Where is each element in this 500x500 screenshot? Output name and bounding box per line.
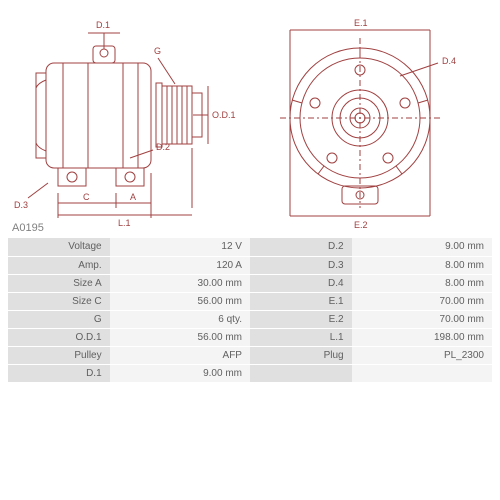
spec-label: Plug: [250, 346, 352, 364]
label-e2: E.2: [354, 220, 368, 230]
spec-label: D.4: [250, 274, 352, 292]
spec-label: D.3: [250, 256, 352, 274]
spec-label: [250, 364, 352, 382]
spec-label: D.2: [250, 238, 352, 256]
spec-row: Amp.120 AD.38.00 mm: [8, 256, 492, 274]
label-od1: O.D.1: [212, 110, 236, 120]
diagram-area: D.1 G O.D.1 D.2 D.3 C A L.1 E.1 D.4 E.2 …: [8, 8, 492, 238]
label-c: C: [83, 192, 90, 202]
spec-row: Size A30.00 mmD.48.00 mm: [8, 274, 492, 292]
spec-value: 30.00 mm: [110, 274, 250, 292]
spec-label: O.D.1: [8, 328, 110, 346]
label-a: A: [130, 192, 136, 202]
spec-label: Size A: [8, 274, 110, 292]
spec-row: G6 qty.E.270.00 mm: [8, 310, 492, 328]
spec-value: 12 V: [110, 238, 250, 256]
spec-row: Voltage12 VD.29.00 mm: [8, 238, 492, 256]
spec-row: PulleyAFPPlugPL_2300: [8, 346, 492, 364]
spec-value: AFP: [110, 346, 250, 364]
spec-label: E.1: [250, 292, 352, 310]
spec-label: Amp.: [8, 256, 110, 274]
spec-value: 9.00 mm: [110, 364, 250, 382]
label-d2: D.2: [156, 142, 170, 152]
spec-label: Pulley: [8, 346, 110, 364]
spec-table: Voltage12 VD.29.00 mmAmp.120 AD.38.00 mm…: [8, 238, 492, 383]
spec-value: 70.00 mm: [352, 310, 492, 328]
technical-drawing: D.1 G O.D.1 D.2 D.3 C A L.1 E.1 D.4 E.2: [8, 8, 492, 234]
label-g: G: [154, 46, 161, 56]
label-l1: L.1: [118, 218, 131, 228]
part-number: A0195: [12, 222, 44, 234]
label-d1: D.1: [96, 20, 110, 30]
spec-label: Size C: [8, 292, 110, 310]
label-d4: D.4: [442, 56, 456, 66]
spec-value: 120 A: [110, 256, 250, 274]
spec-value: 8.00 mm: [352, 256, 492, 274]
spec-value: 6 qty.: [110, 310, 250, 328]
spec-value: [352, 364, 492, 382]
spec-value: 8.00 mm: [352, 274, 492, 292]
spec-value: 70.00 mm: [352, 292, 492, 310]
label-e1: E.1: [354, 18, 368, 28]
spec-value: 9.00 mm: [352, 238, 492, 256]
spec-value: 56.00 mm: [110, 292, 250, 310]
spec-row: Size C56.00 mmE.170.00 mm: [8, 292, 492, 310]
spec-label: E.2: [250, 310, 352, 328]
spec-label: Voltage: [8, 238, 110, 256]
spec-row: D.19.00 mm: [8, 364, 492, 382]
spec-value: 198.00 mm: [352, 328, 492, 346]
spec-row: O.D.156.00 mmL.1198.00 mm: [8, 328, 492, 346]
spec-label: D.1: [8, 364, 110, 382]
spec-value: 56.00 mm: [110, 328, 250, 346]
label-d3: D.3: [14, 200, 28, 210]
spec-value: PL_2300: [352, 346, 492, 364]
spec-label: L.1: [250, 328, 352, 346]
spec-label: G: [8, 310, 110, 328]
